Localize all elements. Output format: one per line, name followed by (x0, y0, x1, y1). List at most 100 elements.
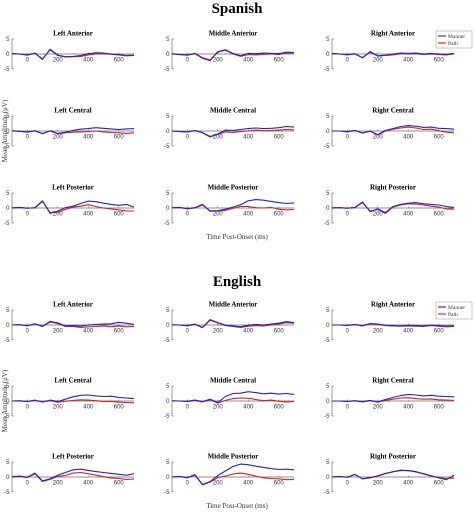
figure-title: English (213, 274, 262, 290)
x-tick-label: 400 (403, 481, 414, 487)
x-tick-label: 200 (53, 212, 64, 218)
x-tick-label: 0 (346, 329, 350, 335)
panel-middle-posterior: Middle Posterior -5 0 5 0 200 400 600 (164, 184, 295, 227)
x-tick-label: 200 (373, 212, 384, 218)
figure-english: English Left Anterior -5 0 5 0 200 400 600 Middle… (1, 274, 473, 510)
x-tick-label: 600 (434, 329, 445, 335)
x-tick-label: 600 (114, 329, 125, 335)
x-tick-label: 600 (434, 135, 445, 141)
y-tick-label: 0 (326, 475, 330, 481)
x-tick-label: 0 (186, 405, 190, 411)
x-tick-label: 400 (243, 481, 254, 487)
x-axis-label: Time Post-Onset (ms) (206, 233, 268, 241)
y-tick-label: 0 (326, 323, 330, 329)
x-tick-label: 600 (274, 58, 285, 64)
panel-title: Right Central (372, 377, 413, 385)
x-tick-label: 0 (26, 135, 30, 141)
x-tick-label: 600 (114, 135, 125, 141)
x-tick-label: 400 (83, 135, 94, 141)
x-tick-label: 0 (26, 481, 30, 487)
x-tick-label: 400 (83, 481, 94, 487)
series-line-manner (331, 201, 455, 214)
legend-box (435, 301, 473, 320)
y-tick-label: 5 (166, 114, 170, 120)
x-tick-label: 0 (26, 405, 30, 411)
y-tick-label: -5 (324, 338, 330, 344)
panel-middle-central: Middle Central -5 0 5 0 200 400 600 (164, 107, 295, 150)
panel-title: Middle Anterior (209, 301, 258, 309)
x-tick-label: 200 (53, 329, 64, 335)
y-tick-label: 5 (166, 460, 170, 466)
x-tick-label: 0 (346, 405, 350, 411)
x-tick-label: 0 (26, 329, 30, 335)
panel-middle-posterior: Middle Posterior -5 0 5 0 200 400 600 (164, 453, 295, 496)
y-tick-label: -5 (324, 67, 330, 73)
y-tick-label: 0 (6, 475, 10, 481)
panel-left-anterior: Left Anterior -5 0 5 0 200 400 600 (4, 301, 135, 344)
y-tick-label: 5 (6, 460, 10, 466)
panel-title: Left Anterior (53, 301, 93, 309)
panel-title: Right Anterior (371, 30, 415, 38)
y-tick-label: -5 (164, 414, 170, 420)
x-tick-label: 600 (114, 405, 125, 411)
y-tick-label: 5 (326, 384, 330, 390)
series-line-manner (332, 322, 455, 327)
x-tick-label: 600 (114, 58, 125, 64)
x-tick-label: 200 (213, 58, 224, 64)
y-tick-label: -5 (164, 221, 170, 227)
panel-middle-anterior: Middle Anterior -5 0 5 0 200 400 600 (164, 301, 295, 344)
x-tick-label: 600 (434, 58, 445, 64)
y-tick-label: 5 (326, 460, 330, 466)
x-tick-label: 200 (373, 135, 384, 141)
y-axis-label: Mean Amplitude (μV) (1, 369, 9, 432)
y-tick-label: -5 (164, 338, 170, 344)
panel-title: Middle Posterior (208, 453, 259, 461)
x-tick-label: 600 (434, 212, 445, 218)
series-line-manner (11, 320, 135, 327)
y-tick-label: 5 (6, 191, 10, 197)
x-tick-label: 200 (53, 405, 64, 411)
series-line-manner (11, 48, 135, 60)
y-tick-label: -5 (164, 144, 170, 150)
x-tick-label: 0 (186, 135, 190, 141)
x-tick-label: 600 (434, 481, 445, 487)
x-tick-label: 400 (243, 329, 254, 335)
panel-left-central: Left Central -5 0 5 0 200 400 600 (4, 107, 135, 150)
y-tick-label: -5 (4, 490, 10, 496)
y-tick-label: 5 (6, 384, 10, 390)
series-line-manner (171, 125, 295, 138)
panel-title: Middle Central (210, 377, 256, 385)
panel-right-anterior: Right Anterior -5 0 5 0 200 400 600 (324, 301, 455, 344)
x-tick-label: 600 (274, 405, 285, 411)
y-tick-label: -5 (164, 490, 170, 496)
series-line-manner (171, 391, 295, 404)
y-tick-label: -5 (324, 144, 330, 150)
y-tick-label: 5 (326, 37, 330, 43)
series-line-manner (11, 468, 135, 482)
x-tick-label: 0 (26, 58, 30, 64)
y-tick-label: 0 (6, 52, 10, 58)
panel-title: Middle Central (210, 107, 256, 115)
x-tick-label: 200 (373, 329, 384, 335)
series-line-manner (11, 200, 135, 214)
y-tick-label: 5 (166, 191, 170, 197)
panel-right-anterior: Right Anterior -5 0 5 0 200 400 600 (324, 30, 455, 73)
x-tick-label: 400 (243, 58, 254, 64)
panel-middle-anterior: Middle Anterior -5 0 5 0 200 400 600 (164, 30, 295, 73)
x-tick-label: 400 (403, 405, 414, 411)
y-tick-label: 0 (326, 52, 330, 58)
x-tick-label: 0 (346, 135, 350, 141)
y-tick-label: 5 (326, 114, 330, 120)
x-tick-label: 0 (186, 58, 190, 64)
x-tick-label: 200 (53, 481, 64, 487)
panel-title: Middle Anterior (209, 30, 258, 38)
x-tick-label: 600 (274, 329, 285, 335)
x-tick-label: 0 (346, 58, 350, 64)
x-tick-label: 0 (346, 212, 350, 218)
x-tick-label: 600 (274, 135, 285, 141)
x-tick-label: 400 (83, 405, 94, 411)
series-line-manner (332, 393, 455, 403)
